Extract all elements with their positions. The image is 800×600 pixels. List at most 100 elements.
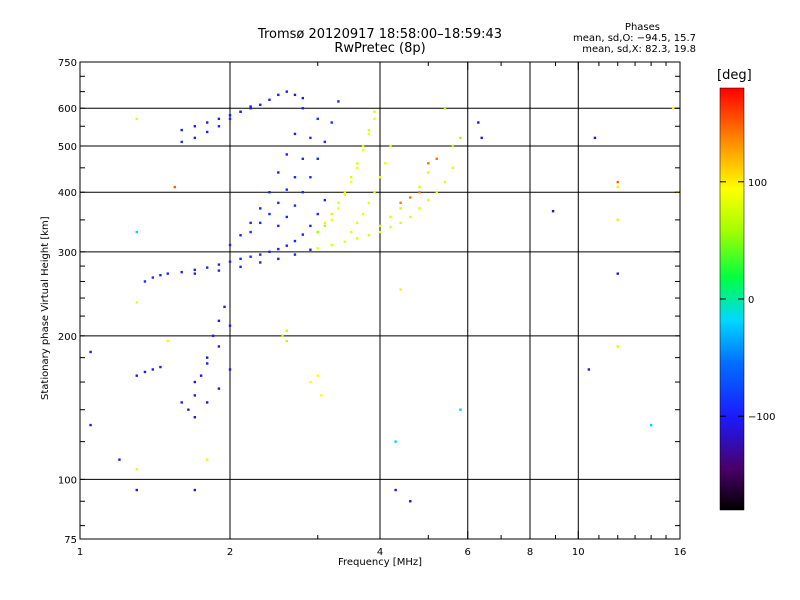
trace-O-upper [180, 90, 305, 132]
data-point [259, 253, 262, 256]
data-point [389, 225, 392, 229]
data-point [118, 458, 121, 461]
grid [80, 62, 680, 539]
data-point [343, 191, 347, 194]
data-point [205, 362, 209, 365]
data-point [384, 162, 387, 165]
trace-isolated [89, 121, 619, 503]
data-point [285, 188, 288, 191]
data-point [239, 265, 242, 269]
trace-X-yellow-low [309, 374, 323, 397]
data-point [217, 263, 221, 266]
trace-O-low-2 [180, 324, 232, 404]
data-point [337, 207, 340, 210]
data-point [285, 244, 288, 247]
data-point [180, 128, 183, 132]
data-point [337, 201, 340, 205]
data-point [293, 93, 297, 97]
data-point [199, 374, 203, 377]
trace-O-low [187, 305, 226, 411]
trace-O-spread-a [249, 117, 319, 234]
data-point [459, 408, 462, 411]
legend-o-stats: mean, sd,O: −94.5, 15.7 [573, 33, 696, 44]
data-point [293, 239, 297, 243]
data-point [193, 394, 197, 397]
data-point [277, 171, 280, 174]
data-point [211, 334, 215, 338]
data-point [89, 350, 92, 354]
x-tick-label: 16 [674, 547, 687, 558]
data-point [205, 458, 209, 461]
data-point [418, 191, 421, 194]
data-point [205, 130, 209, 134]
trace-isolated-yellow [135, 107, 679, 471]
data-point [223, 305, 226, 309]
data-point [427, 171, 430, 174]
data-point [399, 221, 402, 225]
data-point [316, 157, 319, 161]
data-point [239, 234, 242, 237]
trace-X-red [399, 157, 438, 205]
data-point [193, 125, 197, 128]
axes: 1 2 4 6 8 10 16 75 100 200 300 400 500 600 750 [58, 58, 686, 558]
data-point [135, 468, 138, 471]
data-point [135, 230, 138, 234]
data-point [151, 368, 155, 371]
data-point [330, 121, 333, 124]
data-point [349, 176, 353, 179]
data-point [193, 416, 197, 419]
data-point [378, 176, 382, 179]
legend-x-values: 82.3, 19.8 [645, 44, 696, 55]
legend-x-label: mean, sd,X: [582, 44, 642, 55]
data-point [249, 221, 252, 225]
data-point [361, 144, 365, 148]
legend-x-stats: mean, sd,X: 82.3, 19.8 [582, 44, 696, 55]
data-point [268, 250, 271, 254]
y-tick-label: 500 [58, 142, 77, 153]
data-point [228, 117, 232, 121]
data-point [399, 288, 402, 291]
data-point [193, 268, 197, 272]
x-tick-label: 2 [227, 547, 233, 558]
x-tick-label: 6 [465, 547, 471, 558]
data-point [367, 234, 371, 237]
data-point [205, 356, 209, 359]
data-point [418, 185, 421, 189]
data-point [277, 201, 280, 205]
data-point [320, 394, 323, 397]
data-point [268, 98, 271, 101]
y-tick-label: 200 [58, 332, 77, 343]
data-point [293, 132, 297, 136]
data-point [309, 248, 312, 251]
data-point [301, 157, 305, 161]
data-point [427, 198, 430, 202]
data-point [268, 212, 271, 216]
data-point [180, 270, 183, 274]
colorbar-tick-label: 100 [748, 178, 767, 189]
data-point [166, 339, 169, 343]
data-point [394, 488, 397, 492]
data-point [616, 185, 619, 189]
data-point [135, 301, 138, 304]
data-point [389, 144, 392, 148]
trace-isolated-red [173, 180, 619, 189]
data-point [355, 166, 359, 170]
data-point [361, 148, 365, 152]
legend-o-label: mean, sd,O: [573, 33, 634, 44]
colorbar-ticks: 100 0 −100 [720, 178, 775, 423]
y-tick-label: 750 [58, 58, 77, 69]
trace-O-trace [166, 198, 327, 275]
data-point [301, 96, 305, 100]
trace-isolated-cyan [135, 230, 653, 443]
x-tick-label: 1 [77, 547, 83, 558]
data-point [671, 107, 675, 110]
data-point [316, 230, 319, 234]
data-point [205, 401, 209, 404]
data-point [399, 207, 402, 210]
data-point [239, 257, 242, 261]
data-point [277, 247, 280, 251]
chart-title: Tromsø 20120917 18:58:00–18:59:43 [257, 27, 503, 42]
data-point [409, 500, 412, 503]
data-point [459, 136, 462, 140]
data-point [316, 212, 319, 216]
